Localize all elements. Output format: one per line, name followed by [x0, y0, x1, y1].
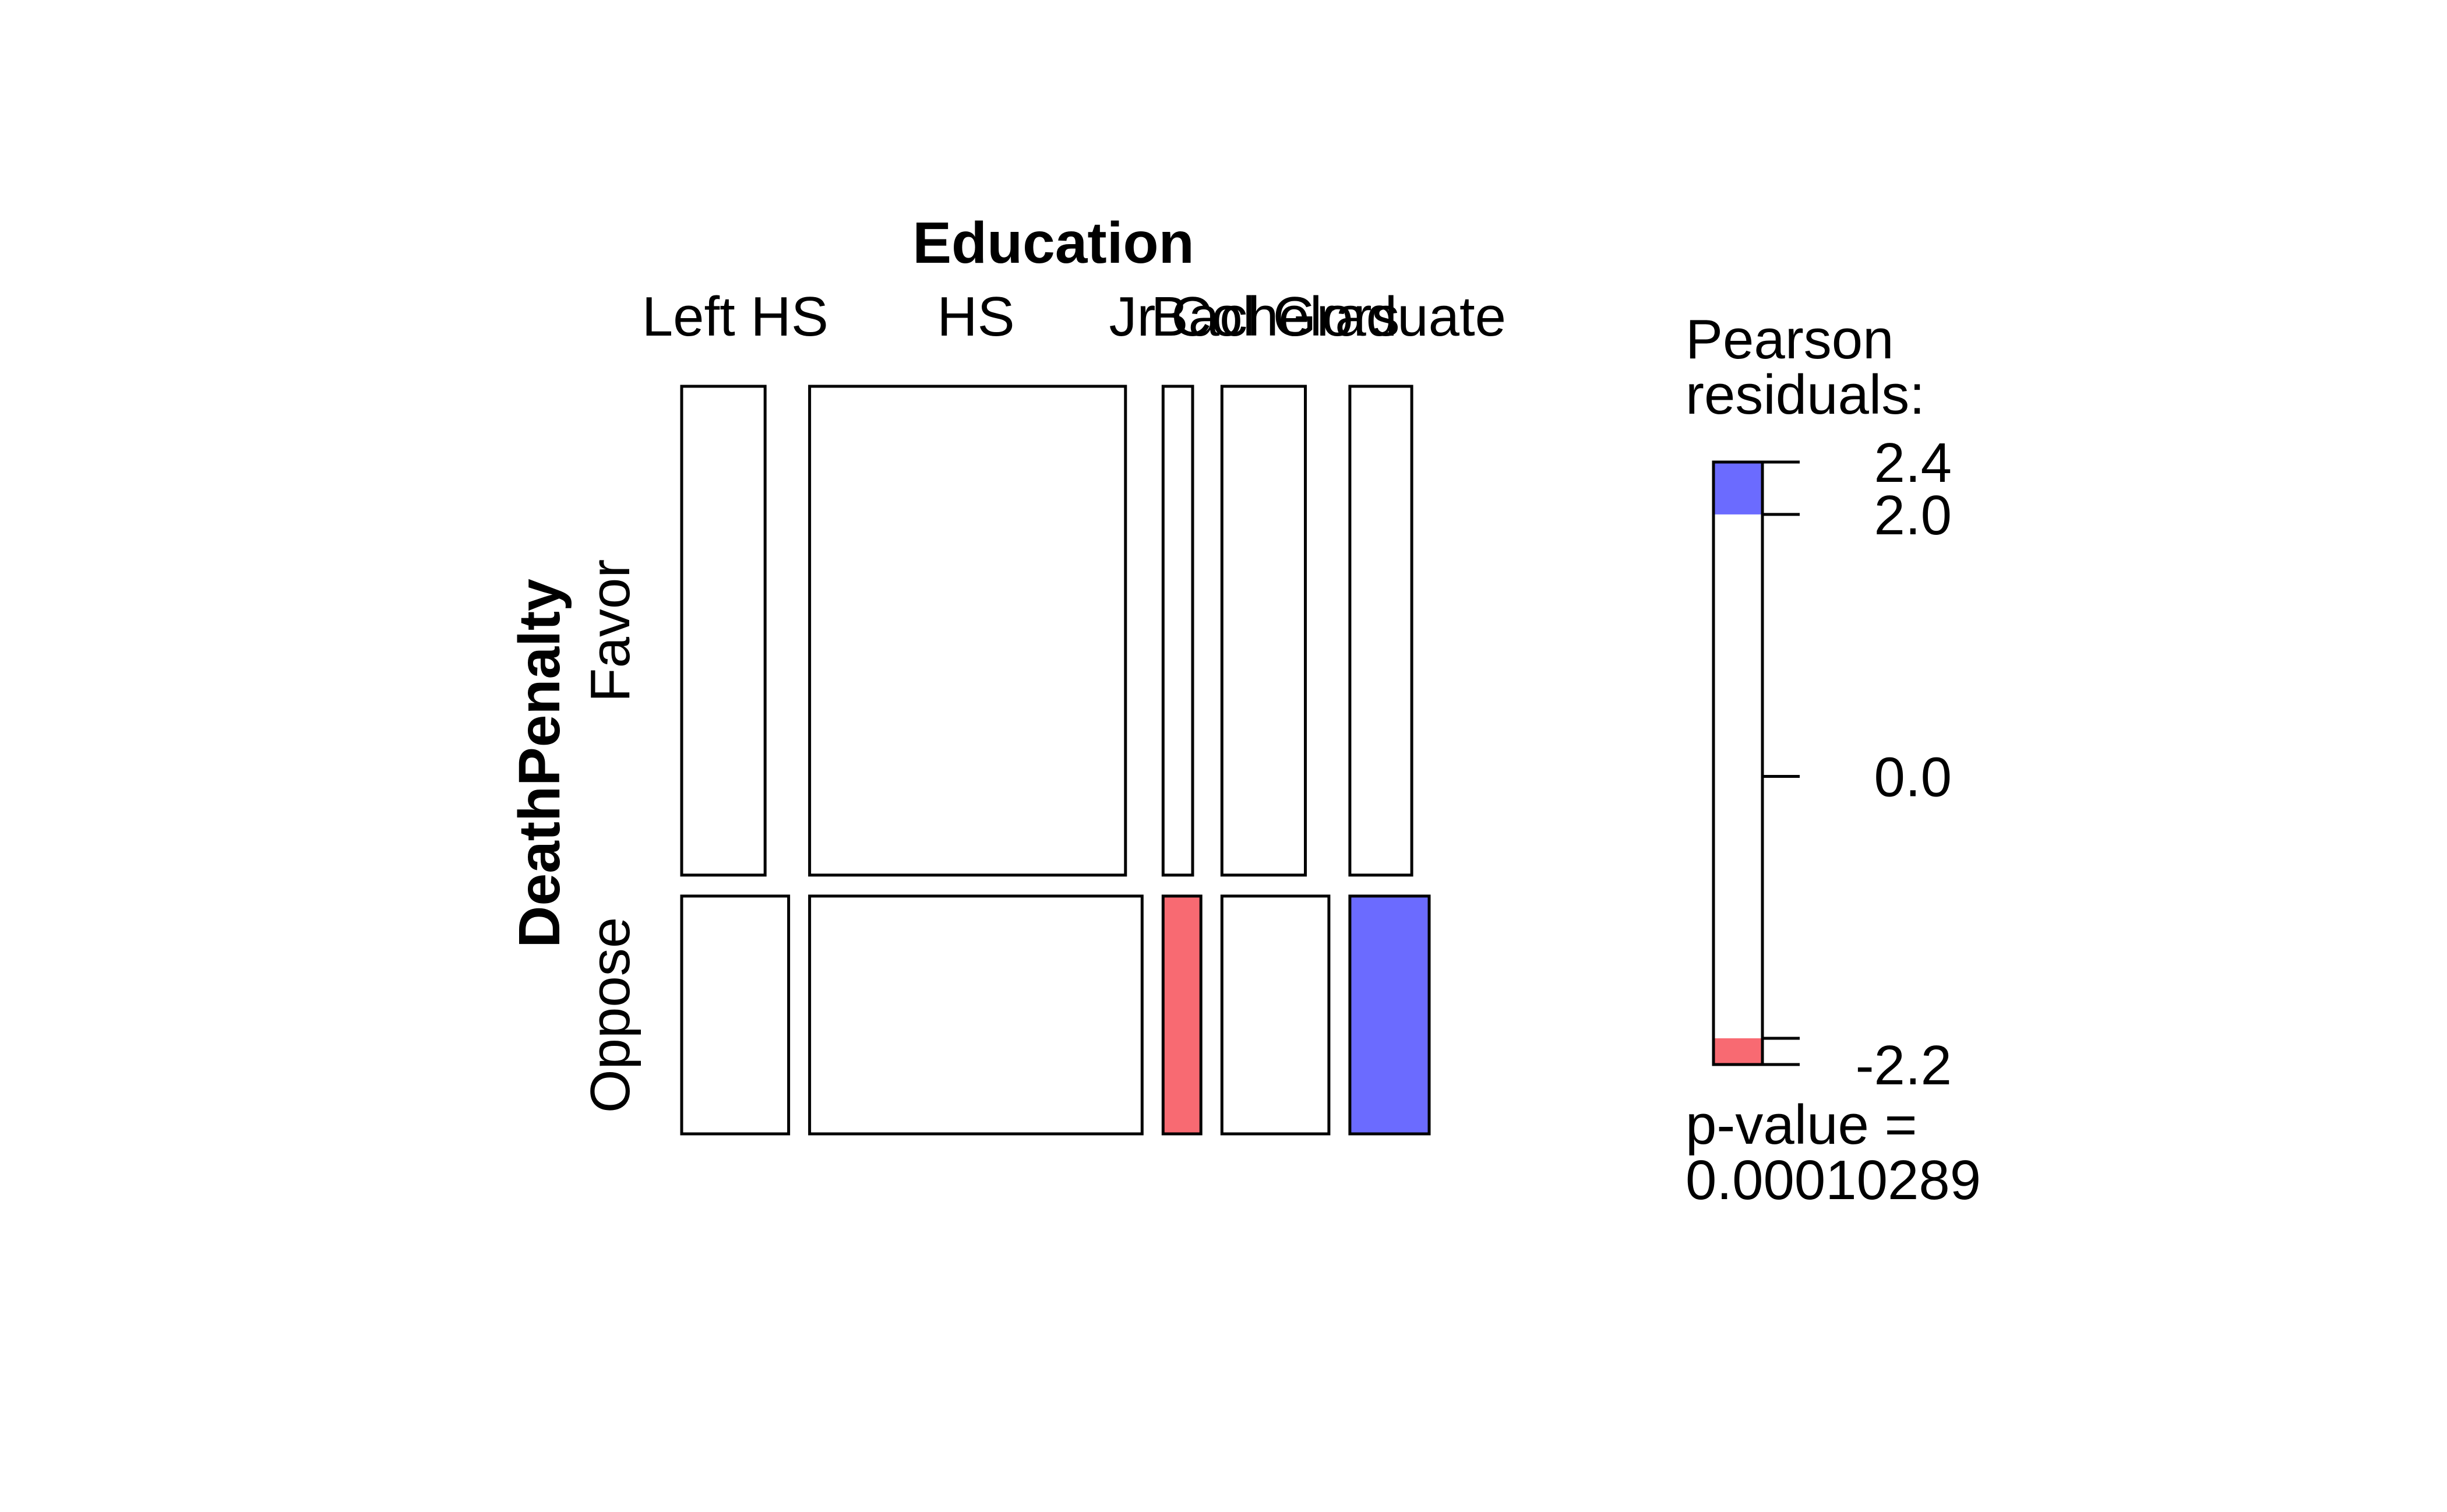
y-variable-label: DeathPenalty: [507, 579, 572, 948]
legend-title-line1: Pearson: [1686, 308, 1894, 371]
mosaic-tiles: [680, 385, 1431, 1136]
legend-color-bar: [1712, 460, 1764, 1066]
column-label-hs: HS: [937, 286, 1014, 348]
tile-oppose-graduate: [1348, 894, 1431, 1136]
pvalue-value: 0.00010289: [1686, 1149, 1981, 1211]
x-axis-title: Education: [912, 210, 1194, 276]
tile-oppose-jr-col: [1161, 894, 1203, 1136]
column-label-graduate: Graduate: [1273, 286, 1506, 348]
legend-tick-label: 2.4: [1874, 432, 1952, 494]
tile-oppose-bachelors: [1220, 894, 1331, 1136]
row-label-favor: Favor: [579, 559, 641, 702]
row-label-oppose: Oppose: [579, 917, 641, 1113]
tile-oppose-hs: [808, 894, 1144, 1136]
legend-negative-band: [1713, 1038, 1762, 1065]
tile-favor-left-hs: [680, 385, 767, 877]
legend-title-line2: residuals:: [1686, 364, 1925, 426]
legend-bar-outline: [1712, 460, 1764, 1066]
tile-oppose-left-hs: [680, 894, 791, 1136]
column-label-bachelors: Bachelors: [1151, 286, 1400, 348]
tile-favor-bachelors: [1220, 385, 1307, 877]
tile-favor-jr-col: [1161, 385, 1194, 877]
legend-tick-label: -2.2: [1856, 1034, 1952, 1097]
legend-tick-label: 2.0: [1874, 484, 1952, 547]
tile-favor-hs: [808, 385, 1127, 877]
x-variable-label: Education: [912, 210, 1194, 276]
legend-ticks: 2.42.0 0.0 -2.2: [1762, 432, 1952, 1097]
tile-favor-graduate: [1348, 385, 1413, 877]
pvalue-label: p-value =: [1686, 1094, 1917, 1156]
residual-legend: Pearson residuals: 2.42.0 0.0 -2.2 p-value…: [1686, 308, 1981, 1211]
legend-positive-band: [1713, 462, 1762, 514]
column-label-left-hs: Left HS: [642, 286, 828, 348]
column-label-jr-col: Jr Col: [1109, 286, 1255, 348]
legend-tick-label: 0.0: [1874, 746, 1952, 809]
